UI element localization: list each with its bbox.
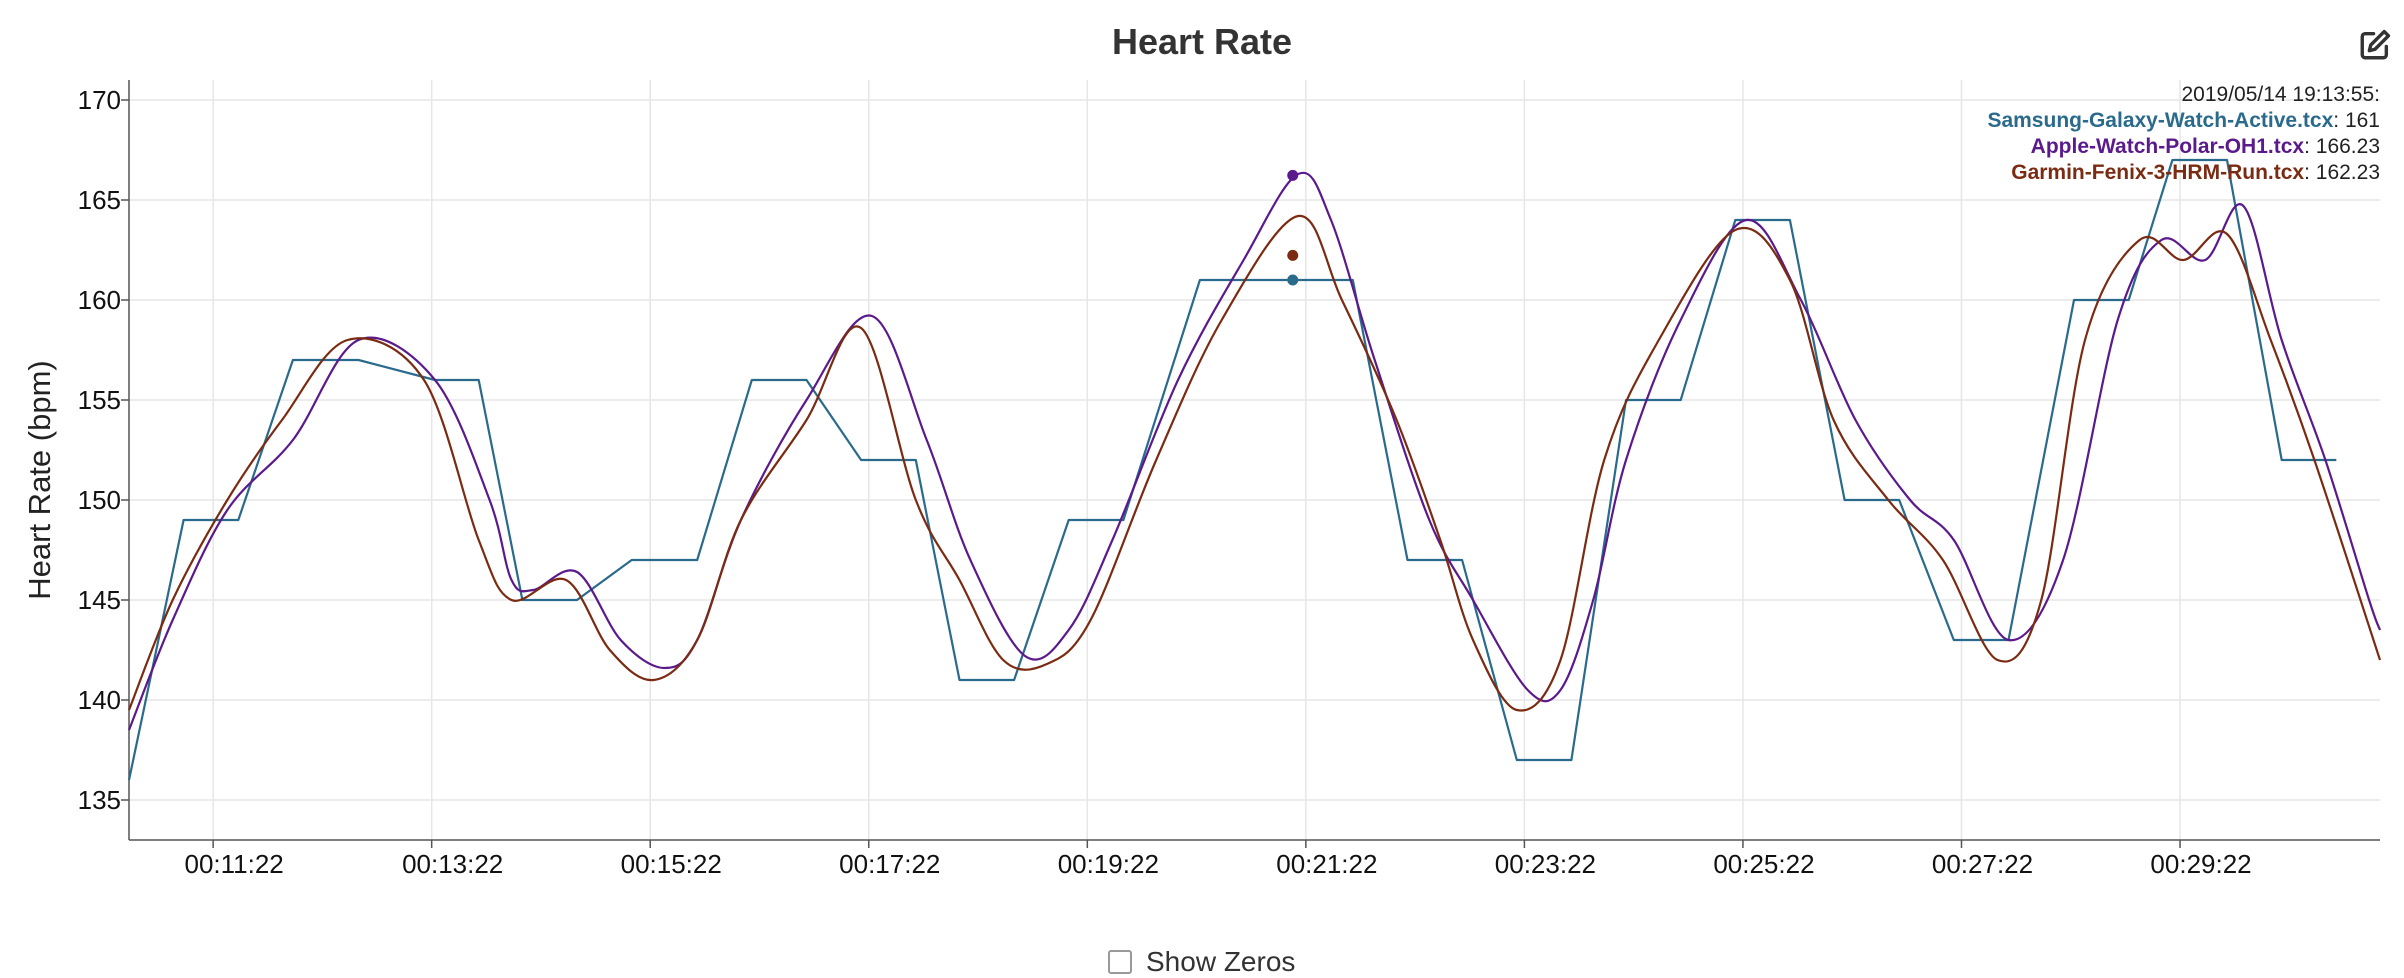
legend-name-samsung: Samsung-Galaxy-Watch-Active.tcx — [1987, 109, 2333, 132]
chart-title: Heart Rate — [1112, 21, 1292, 62]
y-axis-label: Heart Rate (bpm) — [22, 360, 57, 599]
y-tick-label-170: 170 — [78, 85, 121, 115]
legend-name-apple: Apple-Watch-Polar-OH1.tcx — [2031, 135, 2305, 158]
y-tick-label-135: 135 — [78, 785, 121, 815]
legend-timestamp: 2019/05/14 19:13:55: — [2181, 83, 2380, 106]
y-tick-label-140: 140 — [78, 685, 121, 715]
series — [127, 158, 2382, 781]
legend-value-samsung: : 161 — [2333, 109, 2380, 132]
legend-name-garmin: Garmin-Fenix-3-HRM-Run.tcx — [2011, 161, 2304, 184]
edit-icon[interactable] — [2358, 28, 2392, 62]
y-tick-label-155: 155 — [78, 385, 121, 415]
y-tick-label-160: 160 — [78, 285, 121, 315]
legend-value-garmin: : 162.23 — [2304, 161, 2380, 184]
legend-entry-apple: Apple-Watch-Polar-OH1.tcx: 166.23 — [2031, 135, 2380, 158]
y-tick-label-150: 150 — [78, 485, 121, 515]
y-tick-label-165: 165 — [78, 185, 121, 215]
axes — [128, 80, 2380, 841]
legend-entry-garmin: Garmin-Fenix-3-HRM-Run.tcx: 162.23 — [2011, 161, 2380, 184]
series-line-2 — [127, 214, 2382, 712]
y-tick-label-145: 145 — [78, 585, 121, 615]
series-line-1 — [127, 171, 2382, 731]
x-tick-label-9: 00:29:22 — [2150, 849, 2251, 879]
cursor-markers — [1287, 169, 1299, 286]
x-tick-label-2: 00:15:22 — [621, 849, 722, 879]
x-tick-label-0: 00:11:22 — [184, 849, 283, 879]
x-tick-label-3: 00:17:22 — [839, 849, 940, 879]
series-line-0 — [127, 158, 2337, 781]
x-tick-label-7: 00:25:22 — [1713, 849, 1814, 879]
x-tick-label-1: 00:13:22 — [402, 849, 503, 879]
legend-entry-samsung: Samsung-Galaxy-Watch-Active.tcx: 161 — [1987, 109, 2380, 132]
show-zeros-label: Show Zeros — [1146, 946, 1296, 977]
x-tick-label-4: 00:19:22 — [1058, 849, 1159, 879]
show-zeros-checkbox[interactable] — [1108, 950, 1132, 974]
cursor-point-0 — [1287, 274, 1299, 286]
x-tick-label-5: 00:21:22 — [1276, 849, 1377, 879]
show-zeros-toggle[interactable]: Show Zeros — [1108, 946, 1295, 978]
y-ticks: 135 140 145 150 155 160 165 170 — [78, 85, 129, 815]
cursor-point-2 — [1287, 249, 1299, 261]
legend-value-apple: : 166.23 — [2304, 135, 2380, 158]
legend: 2019/05/14 19:13:55: Samsung-Galaxy-Watc… — [1987, 83, 2380, 184]
cursor-point-1 — [1287, 169, 1299, 181]
x-ticks: 00:11:22 00:13:22 00:15:22 00:17:22 00:19:22… — [184, 840, 2252, 879]
x-tick-label-8: 00:27:22 — [1932, 849, 2033, 879]
x-tick-label-6: 00:23:22 — [1495, 849, 1596, 879]
grid — [129, 80, 2380, 840]
